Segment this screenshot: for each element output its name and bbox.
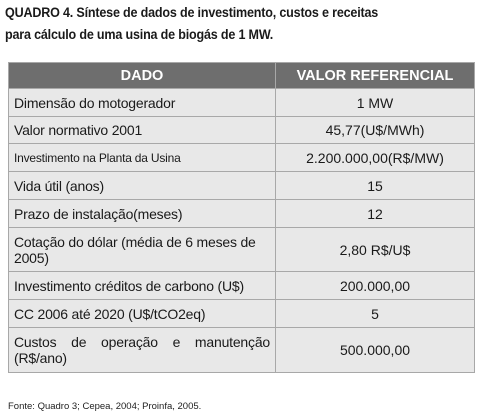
table-row: Valor normativo 2001 45,77(U$/MWh) bbox=[8, 116, 475, 144]
row-label: Cotação do dólar (média de 6 meses de 20… bbox=[8, 227, 276, 272]
header-row: DADO VALOR REFERENCIAL bbox=[8, 62, 475, 89]
row-label: Investimento na Planta da Usina bbox=[8, 143, 276, 172]
table-caption: QUADRO 4. Síntese de dados de investimen… bbox=[5, 2, 442, 46]
caption-line-1: QUADRO 4. Síntese de dados de investimen… bbox=[5, 5, 379, 20]
column-header-valor: VALOR REFERENCIAL bbox=[275, 62, 475, 89]
table-row: Vida útil (anos) 15 bbox=[8, 171, 475, 200]
table-row: Custos de operação e manutenção (R$/ano)… bbox=[8, 327, 475, 373]
row-value: 1 MW bbox=[275, 88, 475, 117]
row-label: CC 2006 até 2020 (U$/tCO2eq) bbox=[8, 299, 276, 328]
row-value: 12 bbox=[275, 199, 475, 228]
caption-line-2: para cálculo de uma usina de biogás de 1… bbox=[5, 27, 274, 42]
row-label: Investimento créditos de carbono (U$) bbox=[8, 271, 276, 300]
table-row: Investimento na Planta da Usina 2.200.00… bbox=[8, 143, 475, 172]
row-label: Dimensão do motogerador bbox=[8, 88, 276, 117]
table-row: Prazo de instalação(meses) 12 bbox=[8, 199, 475, 228]
row-label: Custos de operação e manutenção (R$/ano) bbox=[8, 327, 276, 373]
row-label: Prazo de instalação(meses) bbox=[8, 199, 276, 228]
table-row: Investimento créditos de carbono (U$) 20… bbox=[8, 271, 475, 300]
row-value: 45,77(U$/MWh) bbox=[275, 116, 475, 144]
row-value: 500.000,00 bbox=[275, 327, 475, 373]
table-row: CC 2006 até 2020 (U$/tCO2eq) 5 bbox=[8, 299, 475, 328]
row-value: 5 bbox=[275, 299, 475, 328]
source-note: Fonte: Quadro 3; Cepea, 2004; Proinfa, 2… bbox=[8, 401, 202, 412]
row-value: 15 bbox=[275, 171, 475, 200]
table-row: Cotação do dólar (média de 6 meses de 20… bbox=[8, 227, 475, 272]
table-row: Dimensão do motogerador 1 MW bbox=[8, 88, 475, 117]
row-label: Valor normativo 2001 bbox=[8, 116, 276, 144]
data-table: DADO VALOR REFERENCIAL Dimensão do motog… bbox=[8, 62, 475, 373]
column-header-dado: DADO bbox=[8, 62, 276, 89]
row-label: Vida útil (anos) bbox=[8, 171, 276, 200]
row-value: 200.000,00 bbox=[275, 271, 475, 300]
row-value: 2.200.000,00(R$/MW) bbox=[275, 143, 475, 172]
row-value: 2,80 R$/U$ bbox=[275, 227, 475, 272]
